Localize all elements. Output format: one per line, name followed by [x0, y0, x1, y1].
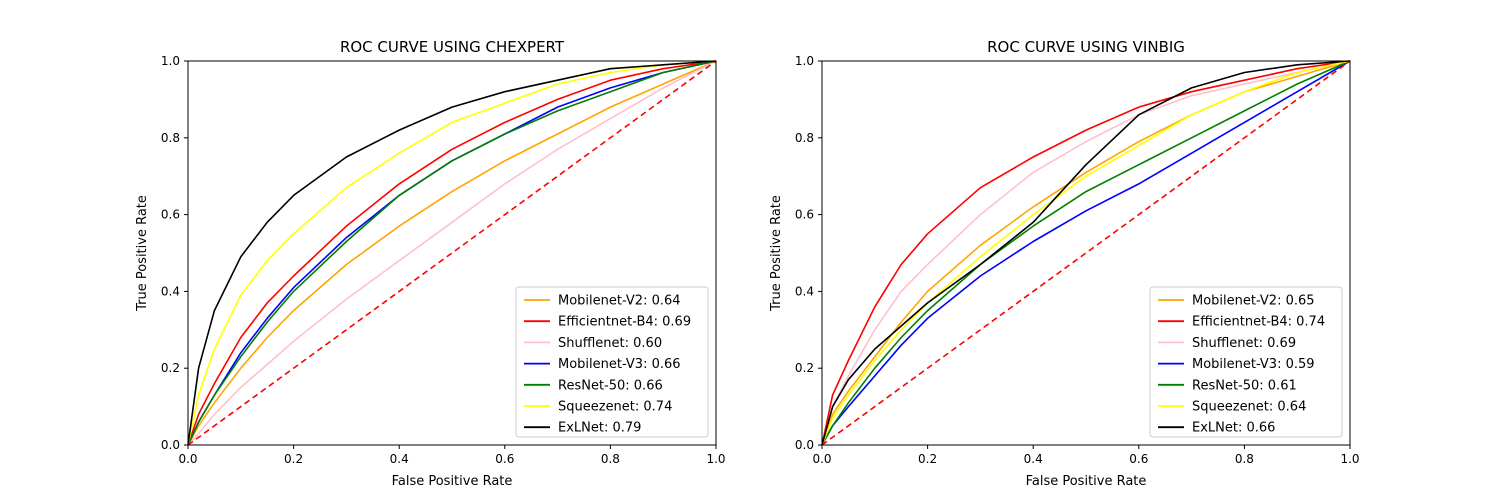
y-tick-label: 0.0: [795, 438, 814, 452]
x-tick-label: 1.0: [1340, 452, 1359, 466]
series-line: [187, 60, 717, 446]
series-line: [821, 60, 1351, 446]
series-line: [187, 60, 717, 446]
y-tick-label: 0.2: [161, 361, 180, 375]
legend: Mobilenet-V2: 0.64 Efficientnet-B4: 0.69 S…: [515, 286, 709, 438]
x-tick-label: 1.0: [706, 452, 725, 466]
x-tick-label: 0.2: [918, 452, 937, 466]
x-tick-label: 0.8: [601, 452, 620, 466]
chart-panel-1: ROC CURVE USING CHEXPERT 0.0 0.2 0.4 0.6 0.8 1…: [135, 38, 726, 489]
x-tick-label: 0.6: [495, 452, 514, 466]
legend-entry: Mobilenet-V2: 0.65: [1192, 294, 1315, 309]
y-axis-label: True Positive Rate: [135, 195, 150, 312]
x-tick-label: 0.4: [1024, 452, 1043, 466]
y-tick-label: 0.4: [795, 284, 814, 298]
y-tick-label: 1.0: [161, 54, 180, 68]
legend-entry: ResNet-50: 0.61: [1192, 378, 1297, 393]
axes-frame: [821, 60, 1351, 446]
legend-box: [1149, 286, 1343, 438]
legend-entry: Efficientnet-B4: 0.69: [558, 315, 691, 330]
chart-panel-2: ROC CURVE USING VINBIG 0.0 0.2 0.4 0.6 0.8 1.0…: [769, 38, 1360, 489]
legend-entry: Mobilenet-V2: 0.64: [558, 294, 681, 309]
chart-title: ROC CURVE USING CHEXPERT: [340, 38, 565, 56]
series-line: [821, 60, 1351, 446]
legend: Mobilenet-V2: 0.65 Efficientnet-B4: 0.74 S…: [1149, 286, 1343, 438]
legend-entry: Squeezenet: 0.74: [558, 400, 672, 415]
chance-diagonal: [187, 60, 717, 446]
legend-entry: Mobilenet-V3: 0.66: [558, 357, 681, 372]
y-axis-label: True Positive Rate: [769, 195, 784, 312]
x-tick-label: 0.8: [1235, 452, 1254, 466]
x-tick-label: 0.2: [284, 452, 303, 466]
series-line: [187, 60, 717, 446]
legend-entry: Squeezenet: 0.64: [1192, 400, 1306, 415]
x-axis-label: False Positive Rate: [1026, 474, 1147, 489]
y-tick-label: 1.0: [795, 54, 814, 68]
axes-frame: [187, 60, 717, 446]
y-tick-label: 0.8: [161, 131, 180, 145]
series-line: [821, 60, 1351, 446]
x-tick-label: 0.6: [1129, 452, 1148, 466]
series-line: [821, 60, 1351, 446]
legend-box: [515, 286, 709, 438]
series-line: [821, 60, 1351, 446]
series-line: [821, 60, 1351, 446]
legend-entry: Shufflenet: 0.60: [558, 336, 662, 351]
x-tick-label: 0.0: [178, 452, 197, 466]
legend-entry: Mobilenet-V3: 0.59: [1192, 357, 1315, 372]
x-tick-label: 0.0: [812, 452, 831, 466]
x-tick-label: 0.4: [390, 452, 409, 466]
series-line: [187, 60, 717, 446]
legend-entry: ResNet-50: 0.66: [558, 378, 663, 393]
x-axis-label: False Positive Rate: [392, 474, 513, 489]
y-tick-label: 0.2: [795, 361, 814, 375]
legend-entry: ExLNet: 0.66: [1192, 421, 1275, 436]
y-tick-label: 0.4: [161, 284, 180, 298]
y-tick-label: 0.8: [795, 131, 814, 145]
series-line: [187, 60, 717, 446]
legend-entry: Efficientnet-B4: 0.74: [1192, 315, 1325, 330]
chance-diagonal: [821, 60, 1351, 446]
legend-entry: Shufflenet: 0.69: [1192, 336, 1296, 351]
y-tick-label: 0.0: [161, 438, 180, 452]
legend-entry: ExLNet: 0.79: [558, 421, 641, 436]
y-tick-label: 0.6: [795, 208, 814, 222]
chart-title: ROC CURVE USING VINBIG: [987, 38, 1185, 56]
series-line: [187, 60, 717, 446]
y-tick-label: 0.6: [161, 208, 180, 222]
